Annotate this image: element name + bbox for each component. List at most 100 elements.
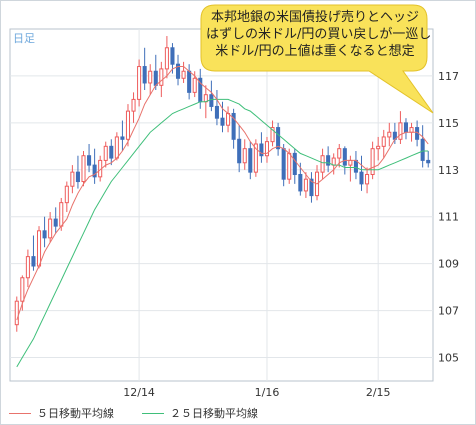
- legend-label-ma25: ２５日移動平均線: [170, 407, 258, 420]
- candle-body: [370, 148, 375, 175]
- candle: [64, 181, 69, 213]
- period-label: 日足: [13, 32, 35, 45]
- candle-body: [209, 94, 214, 107]
- candle-body: [153, 70, 158, 86]
- x-tick-label: 1/16: [255, 386, 280, 399]
- candle: [264, 136, 270, 163]
- candle-body: [36, 230, 42, 267]
- candle-body: [64, 185, 69, 204]
- candle-body: [337, 148, 342, 159]
- candle: [103, 141, 108, 168]
- candle-body: [25, 256, 30, 279]
- candle: [109, 139, 114, 166]
- candle-body: [331, 157, 336, 166]
- candle-body: [426, 159, 431, 164]
- candle: [87, 143, 92, 173]
- candle: [70, 165, 75, 194]
- candle: [92, 148, 97, 184]
- candle-body: [420, 138, 425, 161]
- candle: [326, 146, 331, 173]
- candle-body: [164, 47, 169, 70]
- candle-body: [42, 230, 47, 239]
- moving-average-lines: [16, 66, 429, 368]
- candle-body: [398, 122, 403, 140]
- candle: [25, 249, 30, 288]
- y-tick-label: 111: [438, 211, 459, 224]
- y-tick-label: 117: [438, 70, 459, 83]
- x-axis: 12/14 1/16 2/15: [123, 386, 390, 399]
- candles: [14, 36, 431, 332]
- candle: [42, 216, 47, 248]
- candle: [137, 59, 142, 107]
- candle-body: [87, 155, 92, 166]
- candle: [131, 92, 136, 123]
- candle-body: [381, 136, 386, 147]
- candle: [426, 151, 431, 168]
- candle: [148, 64, 153, 95]
- candle: [292, 148, 297, 184]
- candle-body: [170, 47, 175, 65]
- candle-body: [281, 148, 286, 180]
- candle: [48, 212, 53, 243]
- candle-body: [120, 136, 125, 140]
- candle-body: [109, 145, 114, 159]
- candle-body: [159, 68, 164, 86]
- candle-body: [237, 138, 242, 164]
- candle-body: [248, 148, 253, 173]
- x-tick-label: 12/14: [123, 386, 155, 399]
- candle: [31, 235, 36, 271]
- candle-body: [142, 66, 147, 84]
- candle-body: [14, 300, 19, 326]
- candle-body: [214, 105, 219, 119]
- candle-body: [303, 178, 308, 192]
- y-tick-label: 105: [438, 352, 459, 365]
- candle-body: [353, 159, 358, 173]
- candle: [181, 61, 186, 83]
- candle: [14, 296, 19, 332]
- y-axis: 105 107 109 111 113 115 117: [438, 70, 459, 365]
- candle: [253, 139, 258, 177]
- callout-line-1: 本邦地銀の米国債投げ売りとヘッジ: [210, 10, 419, 25]
- legend-swatch-ma5: [9, 412, 31, 414]
- candle-body: [59, 202, 64, 227]
- candle-body: [114, 136, 119, 159]
- y-tick-label: 109: [438, 258, 459, 271]
- candle-body: [125, 110, 131, 140]
- candle-body: [81, 155, 86, 183]
- x-tick-label: 2/15: [366, 386, 391, 399]
- candle-body: [242, 148, 247, 164]
- candle-body: [203, 94, 208, 103]
- candle: [398, 111, 403, 144]
- candle: [381, 129, 386, 159]
- candle: [75, 155, 80, 189]
- legend-swatch-ma25: [142, 412, 164, 414]
- candle: [303, 172, 308, 198]
- candle-body: [342, 148, 347, 166]
- candle: [270, 120, 275, 147]
- legend-label-ma5: ５日移動平均線: [37, 407, 114, 420]
- y-tick-label: 107: [438, 305, 459, 318]
- callout-bubble: [200, 4, 434, 114]
- callout-text: 本邦地銀の米国債投げ売りとヘッジ はずしの米ドル/円の買い戻しが一巡し 米ドル/…: [206, 9, 431, 60]
- ma25-line: [16, 98, 429, 368]
- candle-body: [292, 152, 297, 175]
- candle-body: [31, 256, 36, 267]
- candle-body: [359, 171, 364, 185]
- candle-body: [175, 63, 181, 79]
- candle: [125, 104, 131, 147]
- candle: [370, 141, 375, 180]
- candle: [120, 120, 125, 152]
- candle: [320, 148, 325, 180]
- candle-body: [75, 171, 80, 183]
- candle-body: [270, 127, 275, 143]
- candle-body: [220, 117, 225, 126]
- candle: [142, 47, 147, 91]
- candle-body: [131, 98, 136, 112]
- candle-body: [20, 277, 25, 302]
- legend-item-ma25: ２５日移動平均線: [142, 405, 258, 421]
- candle: [220, 101, 225, 133]
- candle-body: [276, 127, 281, 150]
- callout-shape: [200, 4, 434, 114]
- candle-body: [253, 143, 258, 173]
- candle-body: [298, 173, 303, 192]
